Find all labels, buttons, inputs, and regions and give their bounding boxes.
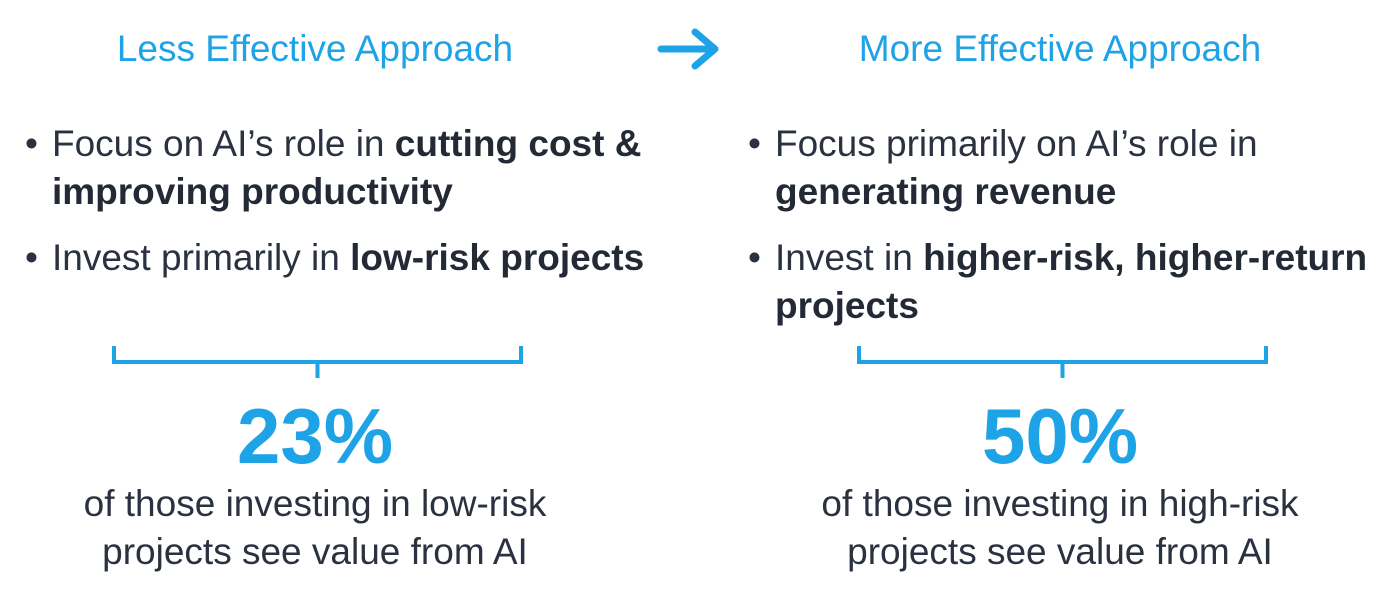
more-effective-bracket (857, 346, 1268, 378)
more-effective-heading: More Effective Approach (858, 28, 1262, 69)
more-effective-stat: 50% (981, 392, 1139, 480)
less-effective-bullet-invest: Invest primarily in low-risk projects (25, 234, 665, 282)
bullet-emphasis: higher-risk, higher-return projects (775, 237, 1368, 326)
bullet-text: Invest primarily in (52, 237, 351, 278)
bullet-emphasis: cutting cost & improving productivity (52, 123, 642, 212)
bullet-emphasis: low-risk projects (350, 237, 645, 278)
bullet-text: Focus primarily on AI’s role in (775, 123, 1258, 164)
less-effective-caption: of those investing in low-risk projects … (83, 483, 547, 572)
less-effective-bullet-list: Focus on AI’s role in cutting cost & imp… (25, 120, 665, 300)
less-effective-bullet-focus: Focus on AI’s role in cutting cost & imp… (25, 120, 665, 216)
more-effective-bullet-invest: Invest in higher-risk, higher-return pro… (748, 234, 1388, 330)
less-effective-bracket (112, 346, 523, 378)
bullet-emphasis: generating revenue (775, 171, 1117, 212)
more-effective-caption: of those investing in high-risk projects… (821, 483, 1299, 572)
less-effective-stat: 23% (236, 392, 394, 480)
more-effective-bullet-focus: Focus primarily on AI’s role in generati… (748, 120, 1388, 216)
bullet-text: Invest in (775, 237, 924, 278)
more-effective-bullet-list: Focus primarily on AI’s role in generati… (748, 120, 1388, 348)
bullet-text: Focus on AI’s role in (52, 123, 395, 164)
less-effective-heading: Less Effective Approach (116, 28, 514, 69)
right-arrow-icon (657, 28, 719, 70)
